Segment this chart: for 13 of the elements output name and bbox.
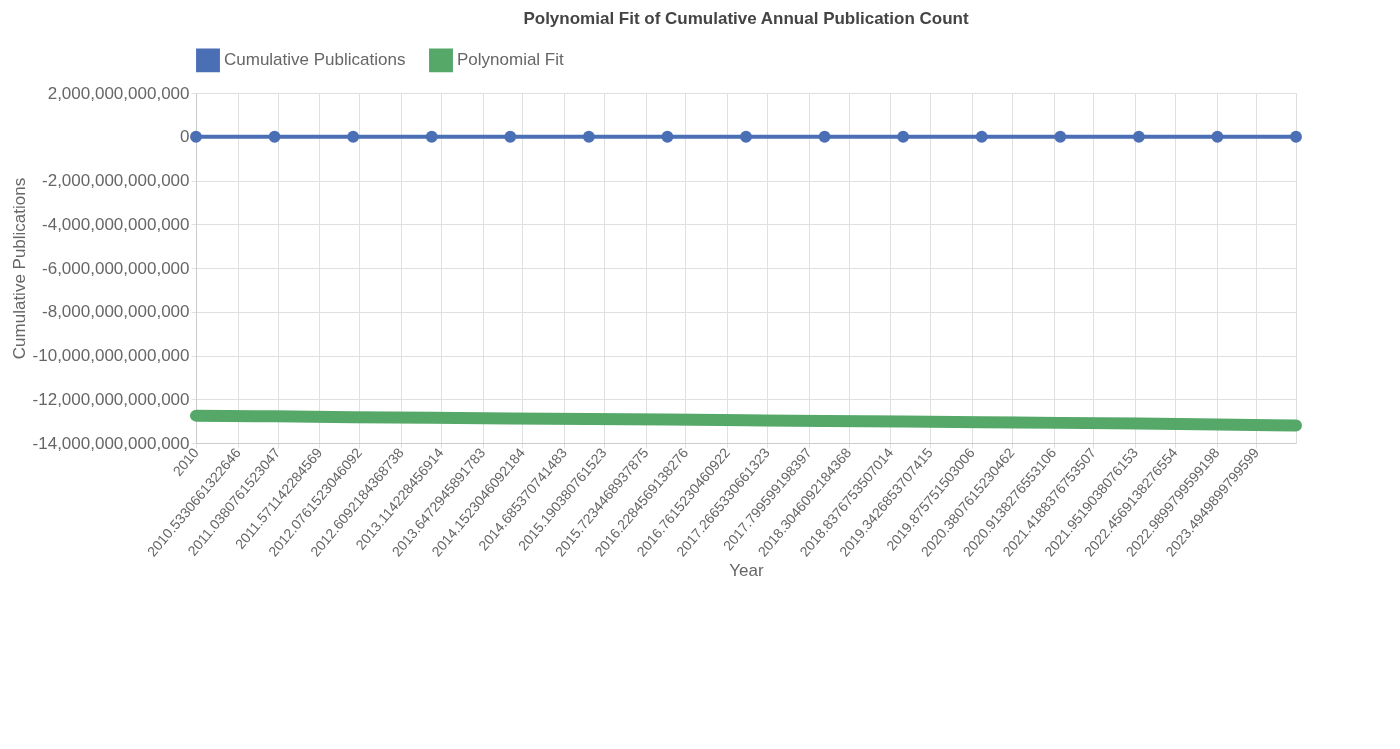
y-tick-label: -4,000,000,000,000 (42, 214, 190, 234)
legend-label: Polynomial Fit (457, 50, 565, 70)
y-tick-label: 2,000,000,000,000 (47, 83, 190, 103)
legend-label: Cumulative Publications (224, 50, 406, 70)
x-axis-title: Year (729, 561, 765, 581)
y-axis-title: Cumulative Publications (9, 177, 29, 360)
y-tick-label: -2,000,000,000,000 (42, 171, 190, 190)
y-tick-label: -8,000,000,000,000 (42, 302, 190, 322)
y-tick-label: -6,000,000,000,000 (42, 258, 190, 278)
y-tick-label: -12,000,000,000,000 (32, 389, 190, 409)
chart-title: Polynomial Fit of Cumulative Annual Publication Count (523, 9, 969, 28)
y-tick-label: -10,000,000,000,000 (32, 346, 190, 365)
y-tick-label: 0 (180, 127, 190, 147)
